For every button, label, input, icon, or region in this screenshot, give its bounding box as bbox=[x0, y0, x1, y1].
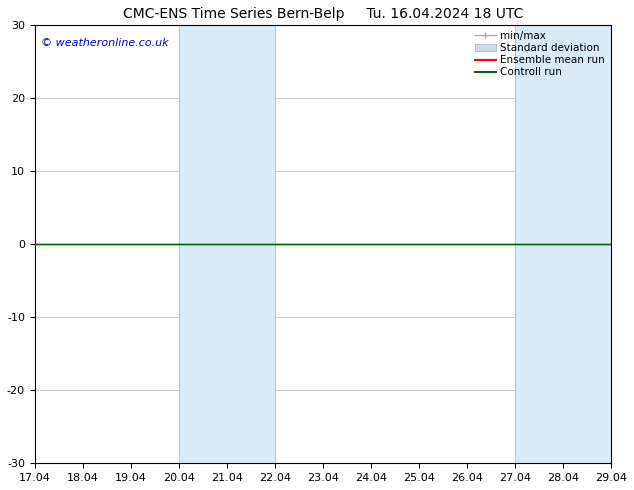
Legend: min/max, Standard deviation, Ensemble mean run, Controll run: min/max, Standard deviation, Ensemble me… bbox=[472, 28, 608, 80]
Bar bbox=[515, 25, 611, 464]
Title: CMC-ENS Time Series Bern-Belp     Tu. 16.04.2024 18 UTC: CMC-ENS Time Series Bern-Belp Tu. 16.04.… bbox=[123, 7, 523, 21]
Text: © weatheronline.co.uk: © weatheronline.co.uk bbox=[41, 38, 168, 48]
Bar bbox=[179, 25, 275, 464]
